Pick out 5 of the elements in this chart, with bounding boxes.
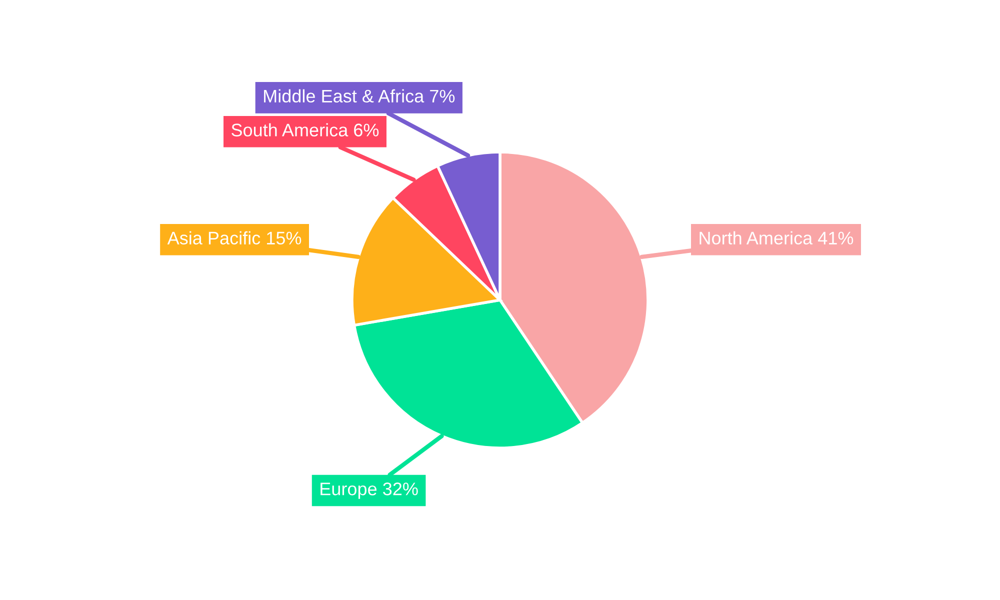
slice-label: South America 6%	[232, 123, 379, 136]
slice-label: Europe 32%	[320, 482, 418, 499]
slice-label: North America 41%	[700, 231, 854, 245]
slice-label: Middle East & Africa 7%	[264, 89, 455, 103]
slice-label: Asia Pacific 15%	[167, 231, 302, 245]
